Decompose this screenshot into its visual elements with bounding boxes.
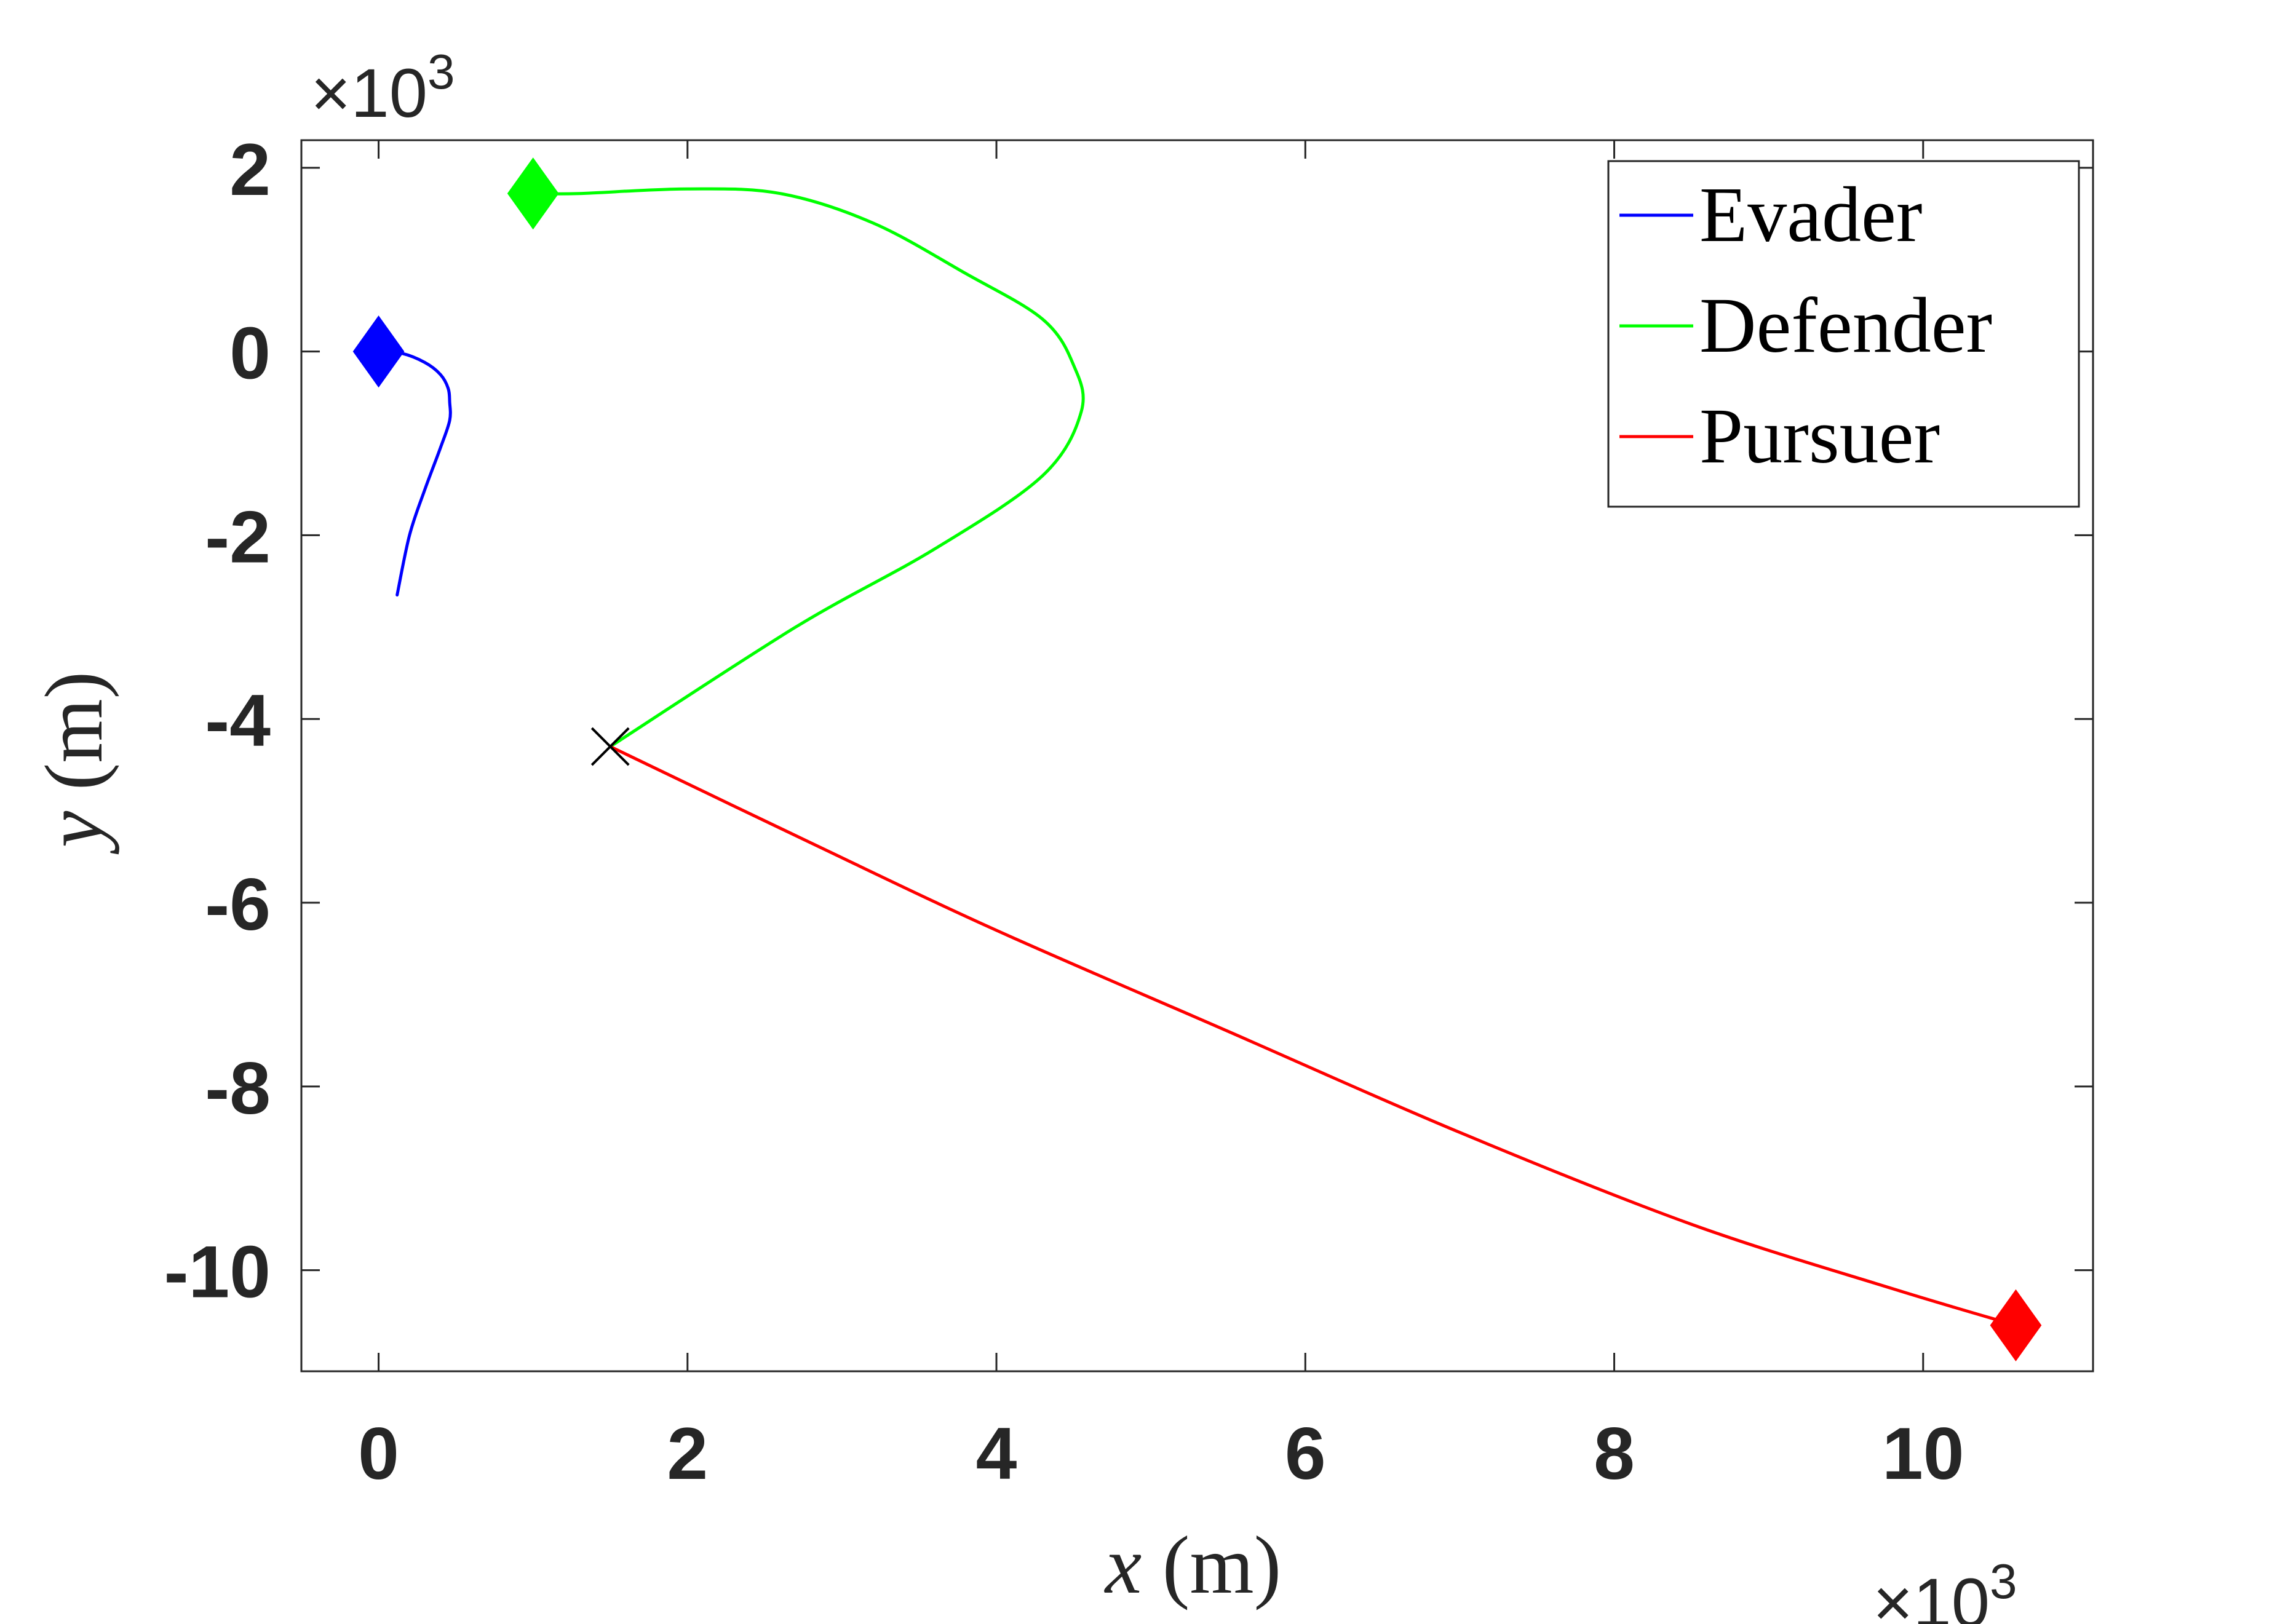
pursuer-trajectory-line bbox=[608, 745, 2017, 1327]
y-tick-label: 2 bbox=[229, 129, 271, 211]
interception-marker bbox=[590, 727, 630, 766]
x-multiplier: ×103 bbox=[1873, 1554, 2017, 1624]
marker-layer bbox=[352, 157, 2042, 1361]
y-axis-label-var: y bbox=[28, 810, 119, 855]
y-tick-labels: 2 0 -2 -4 -6 -8 -10 bbox=[164, 129, 271, 1313]
y-tick-label: -6 bbox=[205, 863, 271, 946]
y-axis-label-unit: (m) bbox=[28, 671, 119, 811]
y-tick-label: 0 bbox=[229, 312, 271, 395]
x-tick-label: 6 bbox=[1285, 1412, 1326, 1495]
y-multiplier-exp: 3 bbox=[427, 44, 455, 99]
legend-pursuer-label: Pursuer bbox=[1699, 392, 1940, 480]
x-tick-label: 0 bbox=[358, 1412, 399, 1495]
y-tick-label: -10 bbox=[164, 1231, 271, 1313]
y-multiplier: ×103 bbox=[311, 44, 455, 132]
legend-box bbox=[1607, 160, 2080, 508]
evader-start-marker bbox=[352, 315, 405, 388]
x-tick-label: 8 bbox=[1594, 1412, 1635, 1495]
y-multiplier-base: ×10 bbox=[311, 55, 427, 132]
evader-trajectory-line bbox=[377, 350, 452, 596]
legend-defender-label: Defender bbox=[1699, 282, 1992, 369]
pursuer-start-marker bbox=[1990, 1289, 2042, 1361]
x-axis-label: x (m) bbox=[1104, 1519, 1281, 1610]
x-axis-label-var: x bbox=[1104, 1519, 1142, 1610]
defender-trajectory-line bbox=[531, 187, 1085, 748]
legend: Evader Defender Pursuer bbox=[1607, 160, 2080, 508]
plot-area-frame bbox=[300, 139, 2094, 1372]
y-tick-label: -8 bbox=[205, 1047, 271, 1130]
legend-items: Evader Defender Pursuer bbox=[1619, 171, 1992, 480]
y-tick-label: -2 bbox=[205, 496, 271, 578]
tick-marks bbox=[301, 140, 2093, 1371]
x-tick-label: 4 bbox=[976, 1412, 1017, 1495]
x-multiplier-exp: 3 bbox=[1990, 1554, 2017, 1609]
x-multiplier-base: ×10 bbox=[1873, 1564, 1990, 1624]
series-layer bbox=[377, 187, 2017, 1327]
y-tick-label: -4 bbox=[205, 679, 271, 762]
y-axis-label: y (m) bbox=[28, 671, 119, 855]
defender-start-marker bbox=[507, 157, 559, 230]
x-tick-label: 2 bbox=[667, 1412, 708, 1495]
legend-evader-label: Evader bbox=[1699, 171, 1922, 258]
x-tick-label: 10 bbox=[1882, 1412, 1964, 1495]
x-axis-label-unit: (m) bbox=[1142, 1519, 1281, 1610]
x-tick-labels: 0 2 4 6 8 10 bbox=[358, 1412, 1964, 1495]
